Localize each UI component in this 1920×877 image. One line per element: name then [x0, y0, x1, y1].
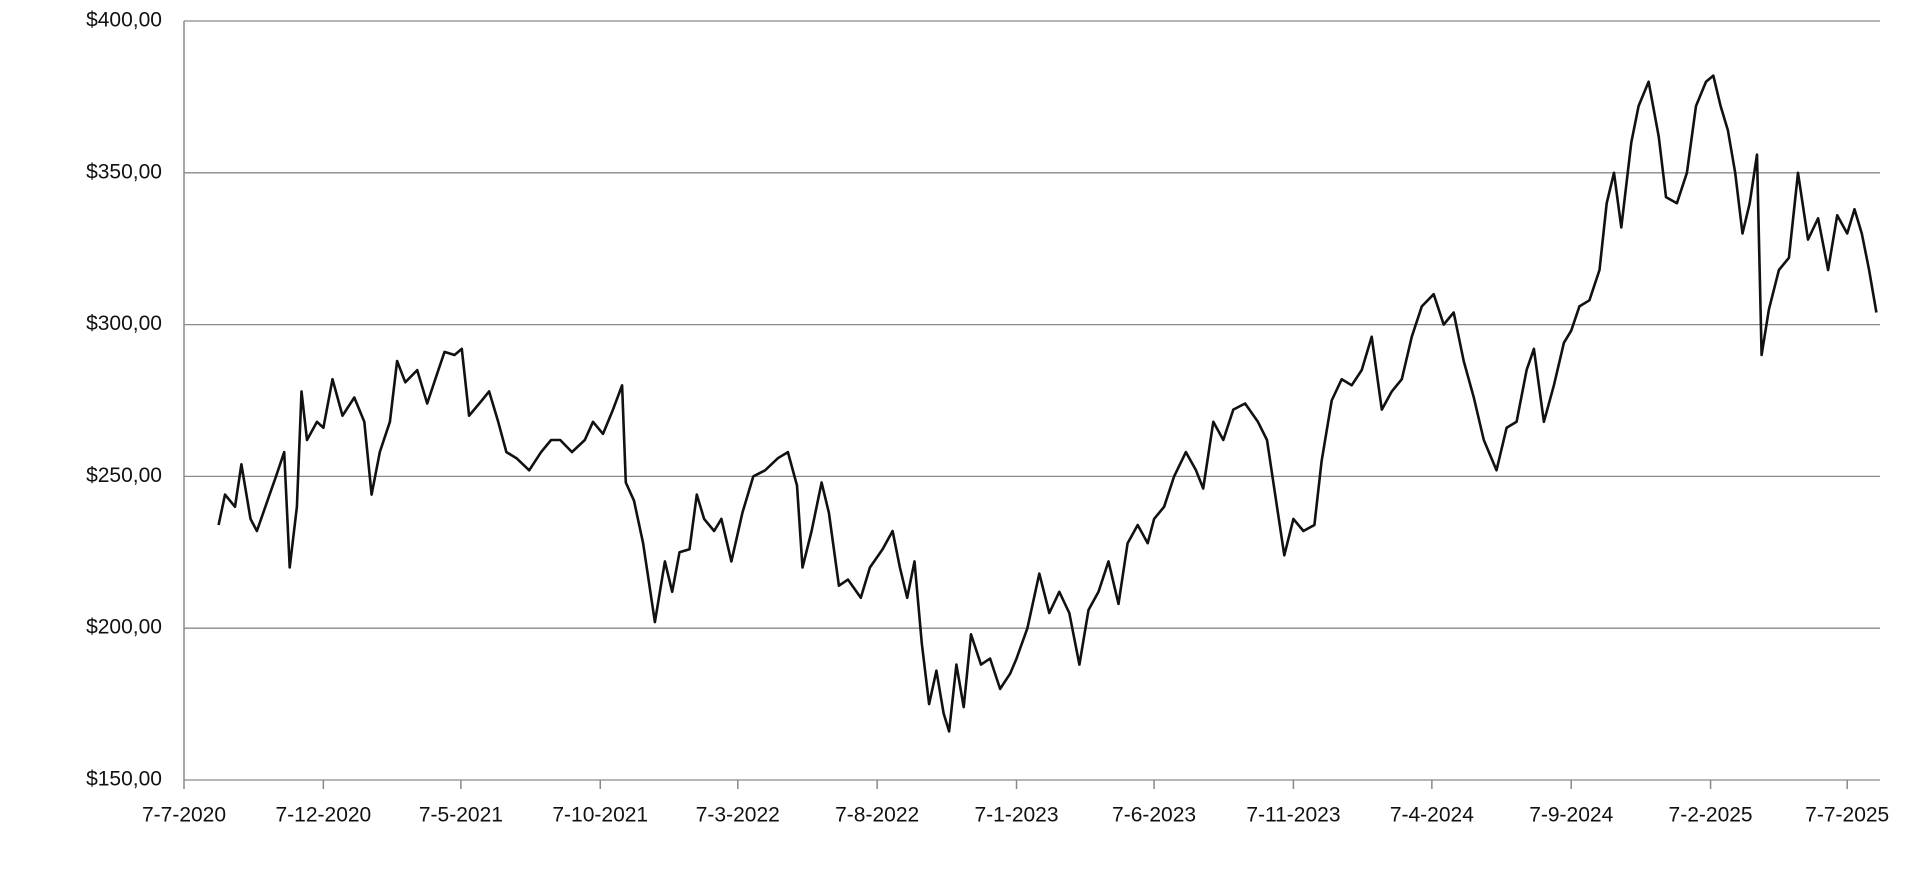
y-tick-label: $350,00: [86, 160, 162, 183]
x-tick-label: 7-9-2024: [1529, 804, 1613, 827]
x-tick-label: 7-6-2023: [1112, 804, 1196, 827]
y-tick-label: $250,00: [86, 464, 162, 487]
y-tick-label: $400,00: [86, 9, 162, 32]
y-tick-label: $150,00: [86, 768, 162, 791]
x-tick-label: 7-10-2021: [552, 804, 648, 827]
x-tick-label: 7-3-2022: [696, 804, 780, 827]
x-tick-label: 7-4-2024: [1390, 804, 1474, 827]
x-tick-label: 7-8-2022: [835, 804, 919, 827]
x-tick-label: 7-2-2025: [1669, 804, 1753, 827]
line-series: [217, 74, 1878, 733]
x-tick-label: 7-11-2023: [1246, 804, 1340, 827]
x-tick-label: 7-5-2021: [419, 804, 503, 827]
x-tick-label: 7-7-2020: [142, 804, 226, 827]
y-tick-label: $300,00: [86, 312, 162, 335]
x-tick-label: 7-7-2025: [1805, 804, 1889, 827]
x-tick-label: 7-1-2023: [974, 804, 1058, 827]
x-tick-label: 7-12-2020: [275, 804, 371, 827]
y-tick-label: $200,00: [86, 616, 162, 639]
